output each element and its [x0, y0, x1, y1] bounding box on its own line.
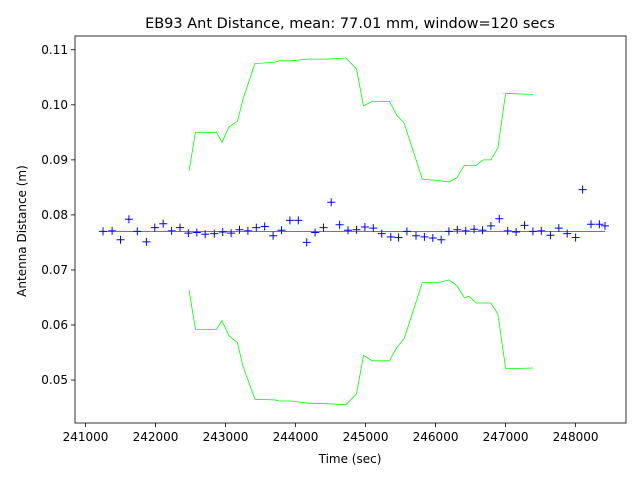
data-point — [352, 225, 361, 234]
data-point — [344, 226, 352, 235]
y-tick-label: 0.05 — [41, 373, 68, 387]
data-point — [554, 224, 563, 233]
data-point — [108, 226, 117, 235]
data-point — [319, 223, 328, 232]
y-tick-label: 0.06 — [41, 318, 68, 332]
data-point — [495, 214, 504, 223]
data-point — [486, 221, 495, 230]
data-point — [595, 220, 604, 229]
y-tick-label: 0.09 — [41, 153, 68, 167]
data-point — [235, 225, 244, 234]
data-point — [503, 226, 512, 235]
data-point — [176, 223, 184, 232]
data-point — [260, 222, 269, 231]
data-point — [386, 232, 395, 241]
data-point — [116, 235, 125, 244]
data-point — [99, 227, 107, 236]
data-point — [302, 238, 311, 247]
data-point — [133, 227, 142, 236]
x-tick-label: 246000 — [413, 430, 459, 444]
data-point — [520, 221, 529, 230]
data-point — [478, 226, 487, 235]
data-point — [327, 198, 336, 207]
data-point — [402, 227, 411, 236]
data-point — [537, 226, 546, 235]
data-point — [563, 229, 572, 238]
x-tick-label: 243000 — [203, 430, 249, 444]
chart-title: EB93 Ant Distance, mean: 77.01 mm, windo… — [145, 16, 555, 32]
data-point — [461, 226, 470, 235]
data-point — [227, 229, 236, 238]
plot-area: 241000 242000 243000 244000 245000 246000 2470… — [41, 35, 627, 444]
data-point — [444, 227, 453, 236]
data-point — [335, 220, 344, 229]
data-point — [252, 223, 261, 232]
y-tick-label: 0.07 — [41, 263, 68, 277]
data-point — [453, 225, 462, 234]
y-tick-label: 0.10 — [41, 98, 68, 112]
y-axis-label: Antenna Distance (m) — [15, 165, 29, 297]
data-point — [571, 233, 580, 242]
data-point — [277, 226, 286, 235]
x-tick-label: 242000 — [133, 430, 179, 444]
data-point — [360, 223, 369, 231]
data-point — [546, 231, 555, 240]
data-point — [369, 224, 378, 233]
data-point — [218, 228, 227, 236]
data-point — [437, 235, 446, 244]
data-point — [167, 226, 176, 235]
y-tick-label: 0.11 — [41, 43, 68, 57]
data-point — [428, 234, 437, 242]
y-tick-label: 0.08 — [41, 208, 68, 222]
x-tick-label: 247000 — [483, 430, 529, 444]
data-point — [394, 233, 403, 242]
data-point — [601, 221, 609, 230]
data-point — [311, 228, 320, 237]
x-tick-label: 244000 — [273, 430, 319, 444]
data-point — [184, 229, 193, 238]
data-point — [150, 223, 159, 232]
data-point — [512, 228, 521, 236]
data-point — [294, 216, 303, 225]
band-upper-line — [188, 57, 533, 183]
x-tick-label: 241000 — [63, 430, 109, 444]
data-point — [269, 231, 278, 240]
data-point — [210, 229, 219, 238]
data-point — [142, 237, 151, 246]
data-point — [578, 185, 587, 194]
data-point — [420, 232, 429, 241]
data-point — [412, 231, 420, 240]
x-axis-label: Time (sec) — [318, 452, 382, 466]
data-point — [124, 215, 133, 224]
data-point — [285, 216, 294, 225]
x-tick-label: 248000 — [553, 430, 599, 444]
data-point — [243, 226, 252, 235]
data-point — [587, 220, 595, 229]
band-lower-line — [188, 279, 533, 406]
data-point — [377, 229, 386, 238]
data-point — [192, 228, 201, 237]
data-point — [528, 227, 537, 236]
x-tick-label: 245000 — [343, 430, 389, 444]
data-point — [201, 230, 210, 239]
data-point — [470, 225, 479, 234]
plot-frame — [74, 35, 627, 424]
data-point — [159, 219, 168, 228]
